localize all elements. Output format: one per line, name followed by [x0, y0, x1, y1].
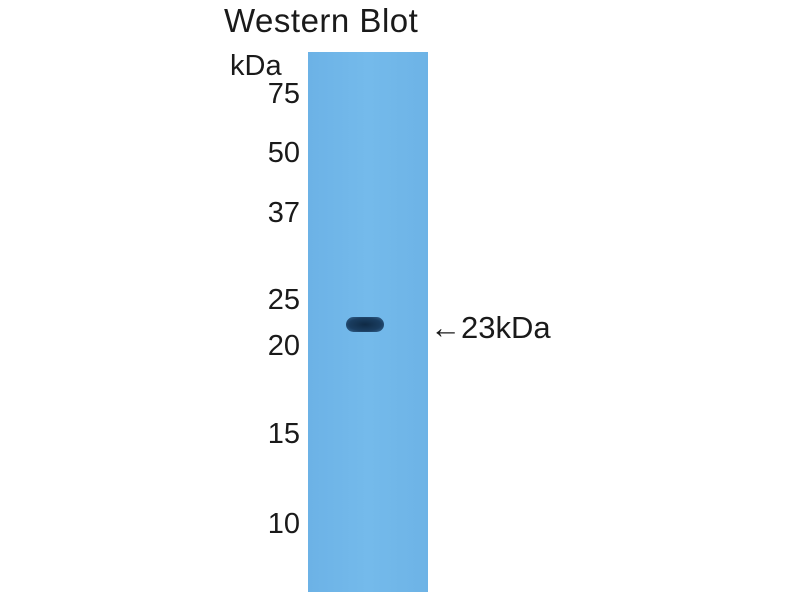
marker-75: 75 — [267, 78, 300, 110]
protein-band — [346, 317, 384, 332]
marker-37: 37 — [267, 197, 300, 229]
marker-10: 10 — [267, 508, 300, 540]
band-annotation: ←23kDa — [430, 310, 551, 345]
marker-15: 15 — [267, 418, 300, 450]
marker-20: 20 — [267, 330, 300, 362]
figure-title: Western Blot — [224, 2, 419, 39]
marker-25: 25 — [267, 284, 300, 316]
unit-label: kDa — [230, 50, 282, 82]
marker-50: 50 — [267, 137, 300, 169]
